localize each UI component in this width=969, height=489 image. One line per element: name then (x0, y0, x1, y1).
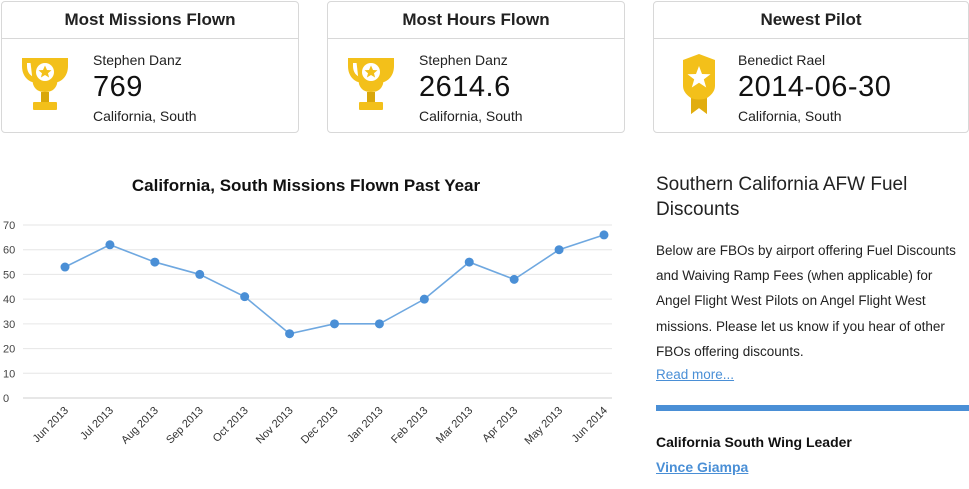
data-point (509, 274, 519, 284)
data-point (60, 262, 70, 272)
x-tick-label: Jun 2014 (570, 405, 610, 445)
x-tick-label: Dec 2013 (299, 405, 341, 447)
fuel-discounts-panel: Southern California AFW Fuel Discounts B… (656, 172, 969, 475)
data-point (150, 257, 160, 267)
newest-pilot-card: Newest Pilot Benedict Rael 2014-06-30 Ca… (653, 1, 969, 133)
x-tick-label: Mar 2013 (434, 405, 475, 446)
data-point (599, 230, 609, 240)
data-point (285, 329, 295, 339)
trophy-icon (22, 58, 68, 110)
missions-count: 769 (93, 71, 143, 103)
hours-count: 2614.6 (419, 71, 511, 103)
missions-chart: California, South Missions Flown Past Ye… (0, 168, 615, 489)
x-tick-label: Aug 2013 (119, 405, 161, 447)
card-title: Newest Pilot (654, 2, 968, 39)
pilot-location: California, South (738, 108, 842, 124)
data-point (554, 245, 564, 255)
x-tick-label: Sep 2013 (164, 405, 206, 447)
ribbon-badge-icon (683, 54, 715, 114)
panel-title: Southern California AFW Fuel Discounts (656, 174, 908, 220)
data-point (240, 292, 250, 302)
data-point (419, 294, 429, 304)
x-tick-label: Nov 2013 (254, 405, 296, 447)
y-tick-label: 30 (3, 319, 15, 331)
pilot-name: Stephen Danz (93, 52, 182, 68)
y-tick-label: 60 (3, 245, 15, 257)
data-point (195, 269, 205, 279)
trophy-icon (348, 58, 394, 110)
card-title: Most Hours Flown (328, 2, 624, 39)
most-hours-card: Most Hours Flown Stephen Danz 2614.6 Cal… (327, 1, 625, 133)
pilot-location: California, South (93, 108, 197, 124)
y-tick-label: 20 (3, 344, 15, 356)
x-tick-label: Oct 2013 (211, 405, 251, 445)
read-more-link[interactable]: Read more... (656, 367, 735, 383)
x-tick-label: Jul 2013 (78, 405, 116, 443)
data-point (105, 240, 115, 250)
x-tick-label: Jun 2013 (31, 405, 71, 445)
line-chart: 0 10 20 30 40 50 60 70 Jun 2013 Jul 2013 Aug 2013 S… (3, 220, 612, 448)
data-point (330, 319, 339, 329)
panel-body: Below are FBOs by airport offering Fuel … (656, 243, 956, 359)
x-tick-label: Jan 2013 (345, 405, 385, 445)
x-tick-label: Feb 2013 (389, 405, 430, 446)
wing-leader-link[interactable]: Vince Giampa (656, 459, 749, 475)
chart-title: California, South Missions Flown Past Ye… (131, 176, 481, 195)
y-tick-label: 40 (3, 294, 15, 306)
pilot-name: Benedict Rael (738, 52, 826, 68)
y-tick-label: 10 (3, 368, 15, 380)
y-tick-label: 70 (3, 220, 15, 232)
pilot-location: California, South (419, 108, 523, 124)
card-title: Most Missions Flown (2, 2, 298, 39)
pilot-name: Stephen Danz (419, 52, 508, 68)
data-point (374, 319, 384, 329)
join-date: 2014-06-30 (738, 71, 892, 103)
most-missions-card: Most Missions Flown Stephen Danz 769 Cal… (1, 1, 299, 133)
x-tick-label: Apr 2013 (480, 405, 520, 445)
wing-leader-label: California South Wing Leader (656, 434, 852, 450)
divider (656, 405, 969, 411)
x-tick-label: May 2013 (523, 405, 566, 448)
y-tick-label: 0 (3, 393, 9, 405)
y-tick-label: 50 (3, 269, 15, 281)
data-point (464, 257, 474, 267)
